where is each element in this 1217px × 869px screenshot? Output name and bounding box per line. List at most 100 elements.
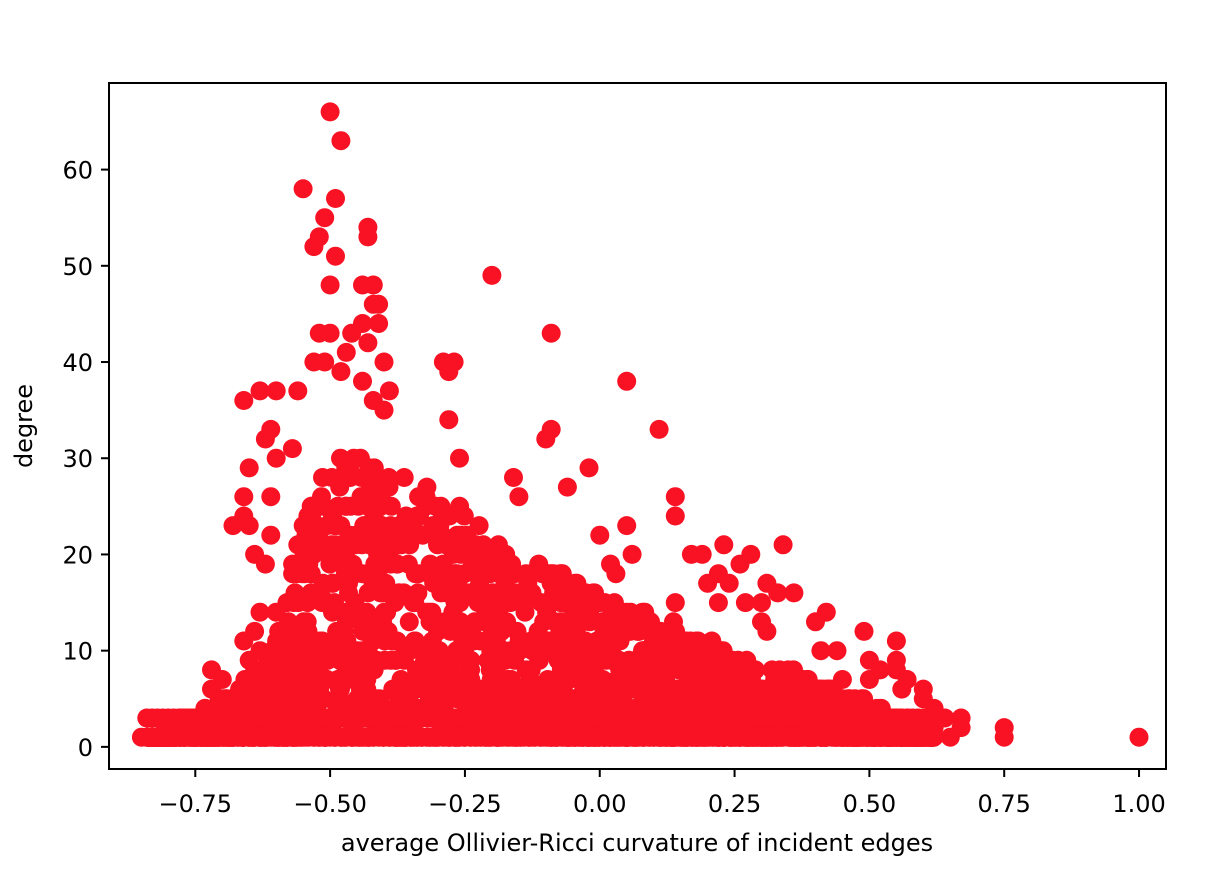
scatter-point (676, 631, 696, 651)
scatter-point (363, 275, 383, 295)
scatter-point (806, 612, 825, 632)
scatter-point (234, 391, 254, 410)
scatter-point (288, 381, 308, 401)
scatter-point (320, 275, 340, 295)
scatter-point (714, 535, 734, 555)
scatter-point (366, 496, 386, 516)
scatter-point (288, 535, 308, 555)
scatter-point (622, 544, 642, 564)
y-tick-label: 30 (62, 445, 93, 473)
x-tick-label: 0.00 (573, 790, 626, 818)
scatter-point (344, 448, 364, 468)
scatter-point (315, 352, 335, 372)
scatter-point (295, 564, 315, 584)
scatter-point (510, 689, 530, 709)
scatter-point (665, 593, 685, 613)
scatter-point (590, 525, 610, 545)
scatter-point (396, 506, 416, 526)
scatter-point (559, 641, 579, 661)
scatter-point (431, 583, 451, 603)
scatter-point (433, 506, 453, 526)
scatter-point (735, 593, 755, 613)
scatter-point (266, 670, 286, 689)
scatter-point (326, 189, 345, 208)
scatter-point (379, 381, 399, 401)
scatter-point (450, 496, 470, 516)
scatter-point (296, 516, 316, 536)
scatter-point (285, 641, 305, 661)
scatter-point (467, 564, 487, 584)
scatter-point (688, 660, 708, 680)
scatter-point (613, 689, 633, 709)
scatter-point (315, 535, 335, 555)
scatter-point (381, 650, 401, 670)
scatter-point (665, 487, 685, 507)
scatter-point (342, 323, 362, 343)
scatter-point (618, 660, 638, 680)
scatter-point (815, 689, 835, 709)
y-tick-label: 40 (62, 349, 93, 377)
scatter-point (234, 487, 254, 507)
scatter-point (618, 621, 638, 641)
scatter-point (543, 641, 563, 661)
y-tick-label: 50 (62, 253, 93, 281)
scatter-point (312, 650, 332, 670)
scatter-point (223, 516, 243, 536)
scatter-point (924, 718, 944, 738)
scatter-point (617, 516, 637, 536)
scatter-point (587, 670, 607, 689)
scatter-point (293, 179, 313, 199)
scatter-point (665, 506, 685, 526)
scatter-point (261, 419, 281, 439)
scatter-point (376, 573, 396, 593)
scatter-point (940, 727, 960, 747)
scatter-point (250, 602, 270, 622)
scatter-point (405, 564, 425, 584)
scatter-point (447, 525, 467, 545)
scatter-point (640, 670, 660, 689)
scatter-point (369, 294, 389, 314)
scatter-point (266, 602, 286, 622)
scatter-point (320, 323, 340, 343)
x-tick-label: 1.00 (1112, 790, 1165, 818)
scatter-point (372, 525, 392, 545)
scatter-point (349, 650, 369, 670)
scatter-point (261, 487, 281, 507)
scatter-point (482, 265, 502, 285)
scatter-point (557, 477, 577, 497)
scatter-point (903, 727, 922, 747)
x-tick-label: −0.75 (159, 790, 233, 818)
scatter-point (576, 583, 596, 603)
scatter-point (439, 362, 459, 382)
x-axis-label: average Ollivier-Ricci curvature of inci… (341, 829, 933, 857)
x-tick-label: −0.50 (293, 790, 367, 818)
scatter-point (346, 564, 366, 584)
scatter-point (1129, 727, 1149, 747)
scatter-point (416, 487, 436, 507)
scatter-point (575, 641, 595, 661)
scatter-point (362, 612, 382, 632)
scatter-point (759, 679, 779, 699)
scatter-point (494, 650, 514, 670)
scatter-point (859, 670, 879, 689)
scatter-point (202, 679, 221, 699)
scatter-point (353, 371, 372, 391)
scatter-point (234, 631, 254, 651)
scatter-point (617, 371, 637, 391)
scatter-point (368, 544, 388, 564)
scatter-point (698, 573, 718, 593)
scatter-point (281, 689, 301, 709)
scatter-point (811, 641, 831, 661)
scatter-point (773, 535, 793, 555)
scatter-point (394, 468, 414, 487)
x-tick-label: 0.50 (843, 790, 896, 818)
scatter-point (381, 496, 401, 516)
scatter-point (551, 612, 571, 632)
scatter-point (552, 564, 572, 584)
scatter-point (324, 516, 344, 536)
scatter-point (142, 727, 162, 747)
scatter-point (445, 593, 465, 613)
scatter-point (266, 381, 286, 401)
scatter-point (845, 689, 865, 709)
